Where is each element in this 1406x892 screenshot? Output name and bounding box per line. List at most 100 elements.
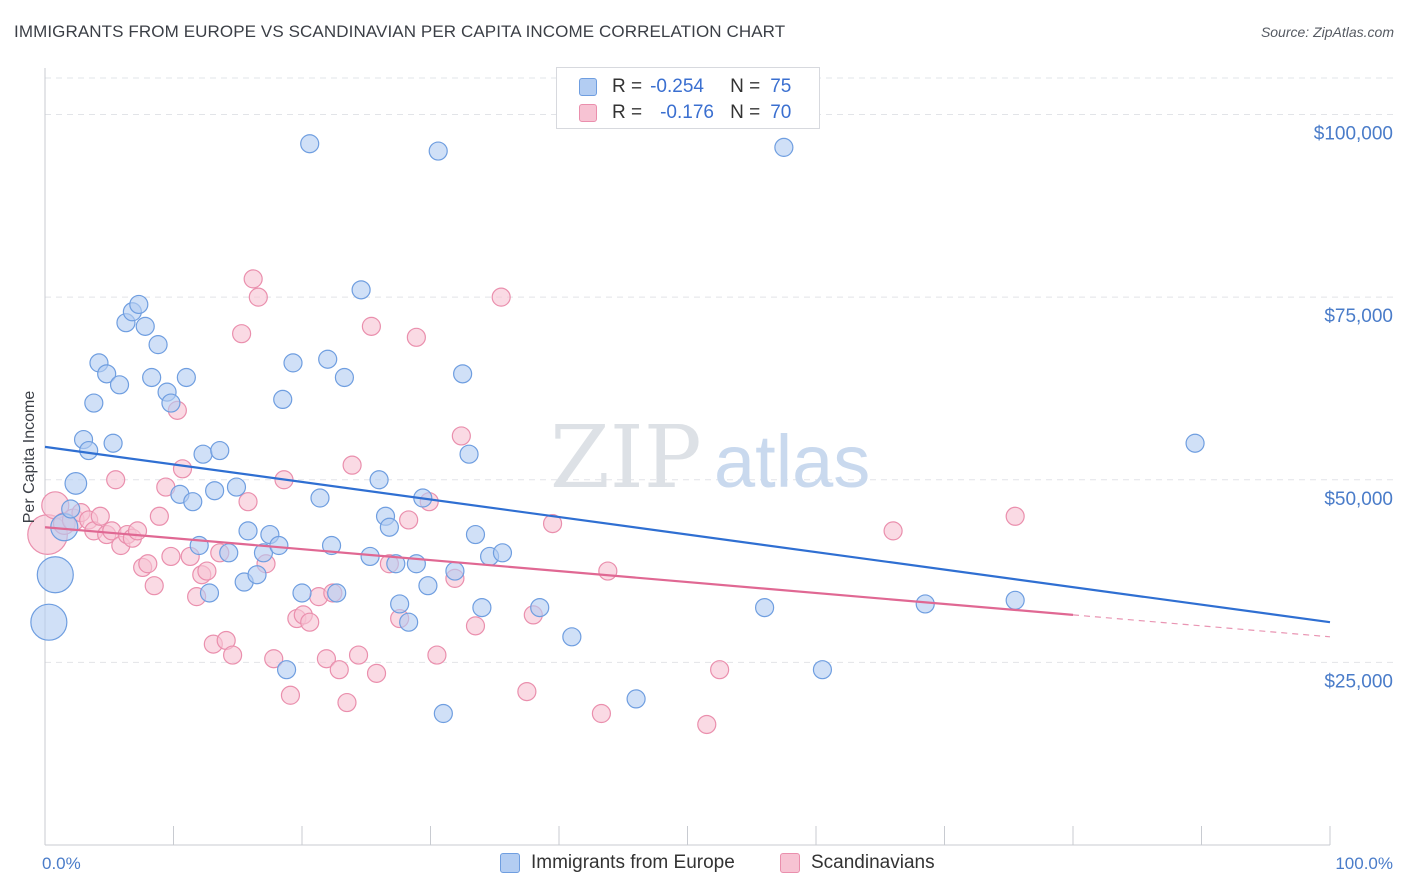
bottom-legend-swatch-immigrants [500,853,520,873]
axis-labels: Per Capita Income $25,000 $50,000 $75,000 $… [21,124,1393,873]
scandinavians-point [106,470,126,490]
stats-legend: R = -0.254 N = 75 R = -0.176 N = 70 [556,67,820,129]
watermark-zip: ZIP [550,408,702,508]
immigrants-point [205,481,225,501]
immigrants-point [915,594,935,614]
scandinavians-point [90,506,110,526]
immigrants-point [210,440,230,461]
immigrants-point [626,689,646,709]
immigrants-point [562,627,582,647]
immigrants-point [226,477,247,497]
scandinavians-point [342,455,362,475]
scandinavians-point [427,645,447,665]
bottom-legend: Immigrants from Europe Scandinavians [0,852,1406,878]
x-tick-label-max: 100.0% [1335,854,1393,873]
scandinavians-point [1005,506,1025,526]
immigrants-point [1185,433,1205,453]
immigrants-point [199,583,220,603]
legend-n-label: N = [730,102,761,123]
immigrants-point [253,543,274,563]
scandinavians-point [280,685,301,705]
immigrants-point [292,583,312,603]
scandinavians-point [883,521,903,541]
immigrants-point [176,367,196,388]
immigrants-point [183,492,203,512]
legend-n-value-immigrants: 75 [770,76,792,97]
immigrants-point [79,440,99,461]
bottom-legend-label-scandinavians: Scandinavians [811,852,935,873]
scandinavians-point [542,513,563,534]
scandinavians-point [127,521,148,541]
source-label: Source: ZipAtlas.com [1260,24,1394,40]
watermark-atlas: atlas [714,420,870,503]
immigrants-point [453,364,473,384]
immigrants-point [276,660,297,680]
immigrants-point [103,433,123,453]
immigrants-point [390,594,410,614]
scandinavians-points [27,269,1025,735]
immigrants-point [30,603,68,641]
scandinavians-point [517,681,537,702]
scandinavians-point [238,492,258,512]
immigrants-point [321,535,342,556]
scandinavians-point [329,660,349,680]
watermark: ZIP atlas [550,408,870,508]
immigrants-point [142,367,162,388]
legend-n-label: N = [730,76,761,97]
scandinavians-point [243,269,263,289]
immigrants-point [445,561,465,581]
scandinavians-trend-extension [1072,614,1331,638]
scandinavians-point [591,703,612,724]
immigrants-point [135,316,155,336]
immigrants-point [161,393,181,413]
trend-lines [44,445,1331,638]
immigrants-point [300,134,320,154]
immigrants-point [283,353,303,373]
x-tick-label-min: 0.0% [42,854,81,873]
immigrants-point [1005,590,1025,610]
immigrants-point [334,367,355,388]
immigrants-point [492,543,513,563]
immigrants-point [310,488,330,508]
immigrants-point [64,472,88,495]
legend-swatch-scandinavians [579,104,597,122]
bottom-legend-immigrants: Immigrants from Europe [500,852,735,874]
scandinavians-point [300,612,320,632]
immigrants-point [433,703,453,724]
legend-swatch-immigrants [579,78,597,96]
immigrants-point [351,280,371,300]
immigrants-point [318,349,338,369]
immigrants-point [428,141,448,161]
scandinavians-point [366,663,387,683]
scandinavians-point [172,459,193,479]
scandinavians-point [451,426,471,446]
scandinavians-point [361,316,381,336]
immigrants-trend-line [44,445,1331,624]
scandinavians-point [223,645,243,665]
legend-r-label: R = [612,76,643,97]
scandinavians-point [149,506,169,526]
y-tick-label: $50,000 [1324,489,1393,510]
legend-row-scandinavians: R = -0.176 N = 70 [579,101,791,125]
scandinavians-point [598,561,618,581]
immigrants-point [465,524,486,545]
scandinavians-point [264,649,284,669]
immigrants-point [193,444,213,464]
scandinavians-point [144,576,164,596]
scandinavians-point [232,324,252,344]
immigrants-point [109,375,130,395]
scandinavians-point [161,546,181,567]
immigrants-point [379,517,399,537]
bottom-legend-label-immigrants: Immigrants from Europe [531,852,735,873]
immigrants-point [97,364,117,384]
immigrants-point [148,335,168,355]
immigrants-point [812,660,833,680]
immigrants-point [418,576,438,596]
immigrants-point [247,565,267,585]
legend-r-label: R = [612,102,643,123]
scandinavians-point [316,649,337,669]
legend-r-value-immigrants: -0.254 [650,76,704,97]
scandinavians-point [697,714,717,735]
bottom-legend-scandinavians: Scandinavians [780,852,935,874]
